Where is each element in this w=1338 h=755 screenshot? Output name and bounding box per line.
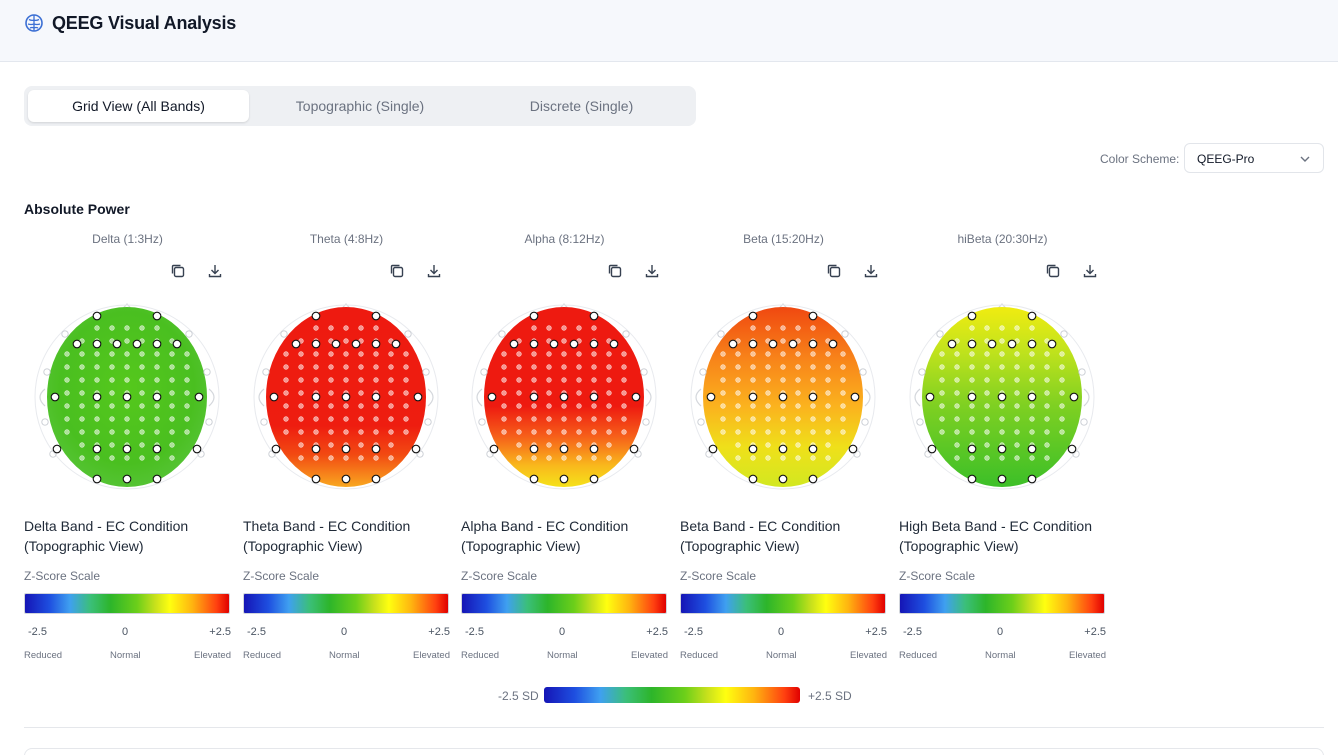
scale-min-label: Reduced [461, 650, 500, 661]
topographic-head-map [690, 303, 876, 490]
topographic-head-map [909, 303, 1095, 490]
scale-max: +2.5 [865, 626, 887, 638]
z-score-color-bar [24, 593, 230, 614]
band-label: Alpha (8:12Hz) [524, 232, 605, 246]
panel-title-line1: Theta Band - EC Condition [243, 518, 411, 534]
scale-max-label: Elevated [631, 650, 668, 661]
band-panel: Delta (1:3Hz) Delta Band - EC Condition … [24, 226, 231, 666]
brain-icon [25, 14, 43, 32]
tab-discrete[interactable]: Discrete (Single) [529, 98, 634, 114]
scale-mid-label: Normal [766, 650, 797, 661]
legend-color-bar [544, 687, 800, 703]
legend-max-label: +2.5 SD [808, 689, 852, 703]
z-score-scale-label: Z-Score Scale [243, 569, 320, 583]
panel-title-line1: Beta Band - EC Condition [680, 518, 841, 534]
panel-title-line1: Alpha Band - EC Condition [461, 518, 629, 534]
scale-min: -2.5 [903, 626, 922, 638]
app-title: QEEG Visual Analysis [52, 13, 237, 33]
download-icon[interactable] [425, 262, 443, 280]
scale-max-label: Elevated [850, 650, 887, 661]
panel-title-line2: (Topographic View) [680, 538, 800, 554]
app-header: QEEG Visual Analysis [0, 0, 1338, 62]
band-label: hiBeta (20:30Hz) [957, 232, 1048, 246]
scale-min-label: Reduced [24, 650, 63, 661]
z-score-color-bar [461, 593, 667, 614]
band-panel: Beta (15:20Hz) Beta Band - EC Condition … [680, 226, 887, 666]
scale-max-label: Elevated [194, 650, 231, 661]
scale-min: -2.5 [465, 626, 484, 638]
scale-max: +2.5 [646, 626, 668, 638]
panel-title-line2: (Topographic View) [899, 538, 1019, 554]
chevron-down-icon [1300, 156, 1310, 162]
panel-title: Delta Band - EC Condition (Topographic V… [24, 516, 239, 556]
scale-max: +2.5 [1084, 626, 1106, 638]
panel-title-line2: (Topographic View) [24, 538, 144, 554]
z-score-scale-label: Z-Score Scale [899, 569, 976, 583]
scale-max: +2.5 [209, 626, 231, 638]
scale-max: +2.5 [428, 626, 450, 638]
z-score-scale-label: Z-Score Scale [24, 569, 101, 583]
scale-min-label: Reduced [680, 650, 719, 661]
scale-min: -2.5 [684, 626, 703, 638]
panel-title: Theta Band - EC Condition (Topographic V… [243, 516, 458, 556]
panel-title: High Beta Band - EC Condition (Topograph… [899, 516, 1114, 556]
scale-max-label: Elevated [1069, 650, 1106, 661]
divider [24, 727, 1324, 728]
tab-grid-view[interactable]: Grid View (All Bands) [28, 90, 249, 122]
tab-topographic[interactable]: Topographic (Single) [295, 98, 425, 114]
scale-mid-label: Normal [110, 650, 141, 661]
download-icon[interactable] [206, 262, 224, 280]
panel-title-line2: (Topographic View) [243, 538, 363, 554]
scale-mid-label: Normal [985, 650, 1016, 661]
z-score-color-bar [899, 593, 1105, 614]
copy-icon[interactable] [606, 262, 624, 280]
band-panel: hiBeta (20:30Hz) High Beta Band - EC Con… [899, 226, 1106, 666]
copy-icon[interactable] [825, 262, 843, 280]
panel-title-line1: Delta Band - EC Condition [24, 518, 189, 534]
scale-mid: 0 [778, 626, 785, 638]
scale-mid: 0 [997, 626, 1004, 638]
topographic-head-map [471, 303, 657, 490]
panel-title-line2: (Topographic View) [461, 538, 581, 554]
scale-mid: 0 [341, 626, 348, 638]
color-scheme-label: Color Scheme: [1100, 152, 1180, 166]
download-icon[interactable] [862, 262, 880, 280]
bottom-card [24, 748, 1324, 755]
z-score-scale-label: Z-Score Scale [680, 569, 757, 583]
z-score-scale-label: Z-Score Scale [461, 569, 538, 583]
scale-mid: 0 [559, 626, 566, 638]
band-panel: Alpha (8:12Hz) Alpha Band - EC Condition… [461, 226, 668, 666]
band-panel: Theta (4:8Hz) Theta Band - EC Condition … [243, 226, 450, 666]
section-title: Absolute Power [24, 201, 130, 217]
scale-min-label: Reduced [243, 650, 282, 661]
scale-mid: 0 [122, 626, 129, 638]
legend-min-label: -2.5 SD [498, 689, 539, 703]
copy-icon[interactable] [388, 262, 406, 280]
color-scheme-value: QEEG-Pro [1197, 152, 1255, 166]
panel-title: Alpha Band - EC Condition (Topographic V… [461, 516, 676, 556]
download-icon[interactable] [643, 262, 661, 280]
band-label: Delta (1:3Hz) [92, 232, 163, 246]
view-tabs: Grid View (All Bands) Topographic (Singl… [24, 86, 696, 126]
band-label: Theta (4:8Hz) [309, 232, 384, 246]
copy-icon[interactable] [169, 262, 187, 280]
scale-max-label: Elevated [413, 650, 450, 661]
band-label: Beta (15:20Hz) [743, 232, 824, 246]
scale-min: -2.5 [247, 626, 266, 638]
scale-min-label: Reduced [899, 650, 938, 661]
z-score-color-bar [680, 593, 886, 614]
scale-min: -2.5 [28, 626, 47, 638]
topographic-head-map [34, 303, 220, 490]
panel-title-line1: High Beta Band - EC Condition [899, 518, 1092, 534]
scale-mid-label: Normal [329, 650, 360, 661]
copy-icon[interactable] [1044, 262, 1062, 280]
color-scheme-select[interactable]: QEEG-Pro [1184, 143, 1324, 173]
topographic-head-map [253, 303, 439, 490]
scale-mid-label: Normal [547, 650, 578, 661]
download-icon[interactable] [1081, 262, 1099, 280]
z-score-color-bar [243, 593, 449, 614]
panel-title: Beta Band - EC Condition (Topographic Vi… [680, 516, 895, 556]
